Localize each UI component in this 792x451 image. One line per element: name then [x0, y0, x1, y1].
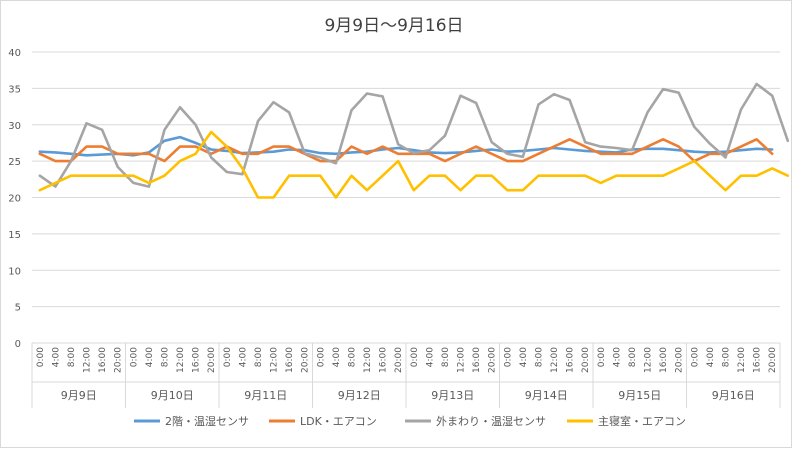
day-label: 9月13日: [431, 389, 474, 402]
x-tick-label: 8:00: [160, 347, 170, 367]
x-tick-label: 8:00: [441, 347, 451, 367]
legend-label: 外まわり・温湿センサ: [436, 415, 546, 428]
x-tick-label: 8:00: [534, 347, 544, 367]
legend-label: 主寝室・エアコン: [598, 414, 686, 428]
y-axis: 0 5 10 15 20 25 30 35 40: [8, 48, 21, 350]
x-tick-label: 0:00: [316, 347, 326, 367]
series-line-4: [38, 130, 790, 199]
x-tick-label: 16:00: [472, 347, 482, 373]
x-tick-label: 12:00: [644, 347, 654, 373]
series-line-3: [38, 82, 790, 188]
x-tick-label: 0:00: [690, 347, 700, 367]
x-tick-label: 12:00: [176, 347, 186, 373]
x-tick-label: 20:00: [675, 347, 685, 373]
day-label: 9月14日: [525, 389, 568, 402]
x-tick-label: 20:00: [581, 347, 591, 373]
x-tick-label: 16:00: [566, 347, 576, 373]
x-tick-label: 4:00: [238, 347, 248, 367]
x-tick-label: 4:00: [706, 347, 716, 367]
x-tick-label: 8:00: [721, 347, 731, 367]
day-label: 9月11日: [244, 389, 287, 402]
series-line-2: [38, 138, 774, 163]
x-tick-label: 16:00: [379, 347, 389, 373]
day-label: 9月12日: [338, 389, 381, 402]
x-tick-label: 12:00: [83, 347, 93, 373]
x-tick-label: 12:00: [737, 347, 747, 373]
x-tick-label: 20:00: [488, 347, 498, 373]
x-tick-label: 20:00: [394, 347, 404, 373]
x-tick-label: 20:00: [768, 347, 778, 373]
x-tick-label: 8:00: [347, 347, 357, 367]
x-tick-label: 0:00: [223, 347, 233, 367]
x-tick-label: 4:00: [612, 347, 622, 367]
x-tick-label: 20:00: [114, 347, 124, 373]
series-lines: [38, 82, 790, 199]
y-tick-label: 35: [8, 84, 21, 95]
x-tick-label: 0:00: [129, 347, 139, 367]
day-label: 9月9日: [61, 389, 97, 402]
x-tick-label: 0:00: [410, 347, 420, 367]
y-tick-label: 40: [8, 48, 21, 59]
y-tick-label: 15: [8, 230, 21, 241]
x-tick-label: 4:00: [145, 347, 155, 367]
x-tick-label: 16:00: [285, 347, 295, 373]
x-axis: 0:00 4:00 8:00 12:00 16:00 20:00 0:00 4:00 8:00 1…: [31, 342, 781, 408]
x-tick-label: 12:00: [457, 347, 467, 373]
y-tick-label: 0: [15, 339, 21, 350]
y-tick-label: 25: [8, 157, 21, 168]
day-label: 9月10日: [151, 389, 194, 402]
x-tick-label: 16:00: [753, 347, 763, 373]
x-tick-label: 20:00: [207, 347, 217, 373]
x-tick-label: 12:00: [363, 347, 373, 373]
day-label: 9月16日: [712, 389, 755, 402]
x-tick-label: 4:00: [425, 347, 435, 367]
x-tick-label: 4:00: [519, 347, 529, 367]
x-tick-label: 16:00: [659, 347, 669, 373]
legend-label: 2階・温湿センサ: [165, 414, 249, 428]
x-tick-label: 12:00: [270, 347, 280, 373]
x-tick-label: 8:00: [67, 347, 77, 367]
legend-label: LDK・エアコン: [300, 415, 377, 428]
y-tick-label: 10: [8, 266, 21, 277]
x-tick-label: 0:00: [503, 347, 513, 367]
y-tick-label: 20: [8, 194, 21, 205]
x-tick-label: 16:00: [98, 347, 108, 373]
y-tick-label: 30: [8, 121, 21, 132]
x-tick-label: 0:00: [597, 347, 607, 367]
day-label: 9月15日: [618, 389, 661, 402]
x-tick-label: 8:00: [254, 347, 264, 367]
x-tick-label: 0:00: [36, 347, 46, 367]
chart-title: 9月9日～9月16日: [324, 16, 463, 36]
legend: 2階・温湿センサ LDK・エアコン 外まわり・温湿センサ 主寝室・エアコン: [134, 414, 686, 428]
x-tick-label: 20:00: [301, 347, 311, 373]
x-tick-label: 12:00: [550, 347, 560, 373]
x-tick-label: 4:00: [51, 347, 61, 367]
gridlines: [32, 51, 780, 344]
x-tick-label: 8:00: [628, 347, 638, 367]
x-tick-label: 16:00: [192, 347, 202, 373]
y-tick-label: 5: [15, 303, 21, 314]
x-tick-label: 4:00: [332, 347, 342, 367]
